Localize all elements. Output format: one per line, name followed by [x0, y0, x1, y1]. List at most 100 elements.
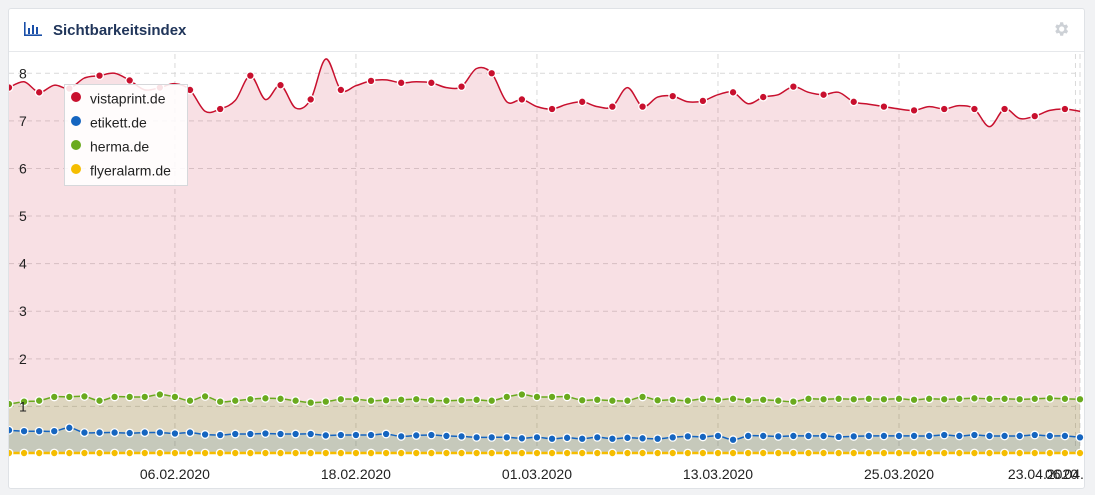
- point-herma[interactable]: [351, 394, 361, 404]
- point-flyeralarm[interactable]: [607, 448, 617, 458]
- point-flyeralarm[interactable]: [426, 448, 436, 458]
- point-flyeralarm[interactable]: [396, 448, 406, 458]
- point-flyeralarm[interactable]: [773, 448, 783, 458]
- point-herma[interactable]: [592, 395, 602, 405]
- point-vistaprint[interactable]: [788, 82, 798, 92]
- point-flyeralarm[interactable]: [834, 448, 844, 458]
- point-herma[interactable]: [381, 395, 391, 405]
- point-herma[interactable]: [472, 395, 482, 405]
- point-flyeralarm[interactable]: [532, 448, 542, 458]
- point-flyeralarm[interactable]: [170, 448, 180, 458]
- point-flyeralarm[interactable]: [366, 448, 376, 458]
- point-etikett[interactable]: [64, 423, 74, 433]
- point-etikett[interactable]: [909, 431, 919, 441]
- point-flyeralarm[interactable]: [502, 448, 512, 458]
- point-flyeralarm[interactable]: [49, 448, 59, 458]
- point-flyeralarm[interactable]: [562, 448, 572, 458]
- point-herma[interactable]: [728, 394, 738, 404]
- point-herma[interactable]: [638, 392, 647, 402]
- point-etikett[interactable]: [969, 430, 979, 440]
- point-etikett[interactable]: [230, 429, 240, 439]
- point-herma[interactable]: [155, 390, 165, 399]
- point-flyeralarm[interactable]: [668, 448, 678, 458]
- point-vistaprint[interactable]: [34, 87, 44, 97]
- point-herma[interactable]: [19, 397, 29, 407]
- point-herma[interactable]: [864, 394, 874, 404]
- point-etikett[interactable]: [245, 429, 255, 439]
- point-flyeralarm[interactable]: [260, 448, 270, 458]
- point-herma[interactable]: [230, 396, 240, 406]
- point-flyeralarm[interactable]: [713, 448, 723, 458]
- point-herma[interactable]: [849, 394, 859, 404]
- point-etikett[interactable]: [306, 429, 316, 439]
- point-herma[interactable]: [140, 392, 150, 402]
- point-etikett[interactable]: [155, 428, 165, 438]
- point-vistaprint[interactable]: [969, 104, 979, 114]
- point-herma[interactable]: [34, 396, 44, 406]
- point-herma[interactable]: [924, 394, 934, 404]
- point-herma[interactable]: [366, 396, 376, 406]
- point-herma[interactable]: [562, 392, 572, 402]
- point-etikett[interactable]: [381, 429, 391, 439]
- point-flyeralarm[interactable]: [79, 448, 89, 458]
- point-etikett[interactable]: [668, 432, 678, 442]
- point-etikett[interactable]: [592, 432, 602, 442]
- point-herma[interactable]: [607, 396, 617, 406]
- point-flyeralarm[interactable]: [336, 448, 346, 458]
- point-vistaprint[interactable]: [1030, 111, 1040, 121]
- point-flyeralarm[interactable]: [547, 448, 557, 458]
- point-etikett[interactable]: [562, 433, 572, 443]
- point-flyeralarm[interactable]: [1015, 448, 1025, 458]
- point-vistaprint[interactable]: [517, 95, 527, 104]
- point-etikett[interactable]: [638, 433, 647, 443]
- point-etikett[interactable]: [49, 426, 59, 436]
- point-flyeralarm[interactable]: [758, 448, 768, 458]
- point-herma[interactable]: [396, 395, 406, 405]
- point-herma[interactable]: [668, 395, 678, 405]
- point-herma[interactable]: [1045, 393, 1055, 403]
- point-vistaprint[interactable]: [819, 90, 829, 100]
- point-herma[interactable]: [804, 394, 813, 404]
- point-etikett[interactable]: [1075, 432, 1084, 442]
- point-herma[interactable]: [969, 393, 979, 403]
- point-etikett[interactable]: [607, 434, 617, 444]
- point-flyeralarm[interactable]: [653, 448, 663, 458]
- point-flyeralarm[interactable]: [185, 448, 195, 458]
- point-flyeralarm[interactable]: [487, 448, 497, 458]
- point-etikett[interactable]: [1000, 431, 1010, 441]
- point-flyeralarm[interactable]: [985, 448, 994, 458]
- point-flyeralarm[interactable]: [683, 448, 693, 458]
- point-flyeralarm[interactable]: [245, 448, 255, 458]
- point-flyeralarm[interactable]: [95, 448, 104, 458]
- point-flyeralarm[interactable]: [698, 448, 708, 458]
- point-etikett[interactable]: [366, 430, 376, 440]
- point-etikett[interactable]: [547, 434, 557, 444]
- point-herma[interactable]: [1075, 394, 1084, 404]
- point-etikett[interactable]: [864, 431, 874, 441]
- point-flyeralarm[interactable]: [291, 448, 301, 458]
- point-etikett[interactable]: [9, 425, 14, 435]
- point-flyeralarm[interactable]: [125, 448, 135, 458]
- point-etikett[interactable]: [879, 431, 889, 441]
- point-etikett[interactable]: [924, 431, 934, 441]
- point-etikett[interactable]: [185, 428, 195, 438]
- point-etikett[interactable]: [215, 430, 225, 440]
- point-vistaprint[interactable]: [849, 97, 859, 107]
- point-vistaprint[interactable]: [638, 102, 647, 112]
- point-vistaprint[interactable]: [396, 78, 406, 88]
- point-herma[interactable]: [713, 395, 723, 405]
- point-herma[interactable]: [577, 395, 587, 405]
- point-herma[interactable]: [773, 396, 783, 406]
- point-flyeralarm[interactable]: [743, 448, 753, 458]
- point-vistaprint[interactable]: [426, 78, 436, 88]
- point-flyeralarm[interactable]: [215, 448, 225, 458]
- point-herma[interactable]: [260, 393, 270, 403]
- point-etikett[interactable]: [396, 431, 406, 441]
- point-herma[interactable]: [442, 396, 451, 406]
- point-etikett[interactable]: [19, 426, 29, 436]
- point-flyeralarm[interactable]: [472, 448, 482, 458]
- point-herma[interactable]: [985, 394, 994, 404]
- point-herma[interactable]: [215, 397, 225, 407]
- point-etikett[interactable]: [653, 434, 663, 444]
- point-herma[interactable]: [788, 397, 798, 407]
